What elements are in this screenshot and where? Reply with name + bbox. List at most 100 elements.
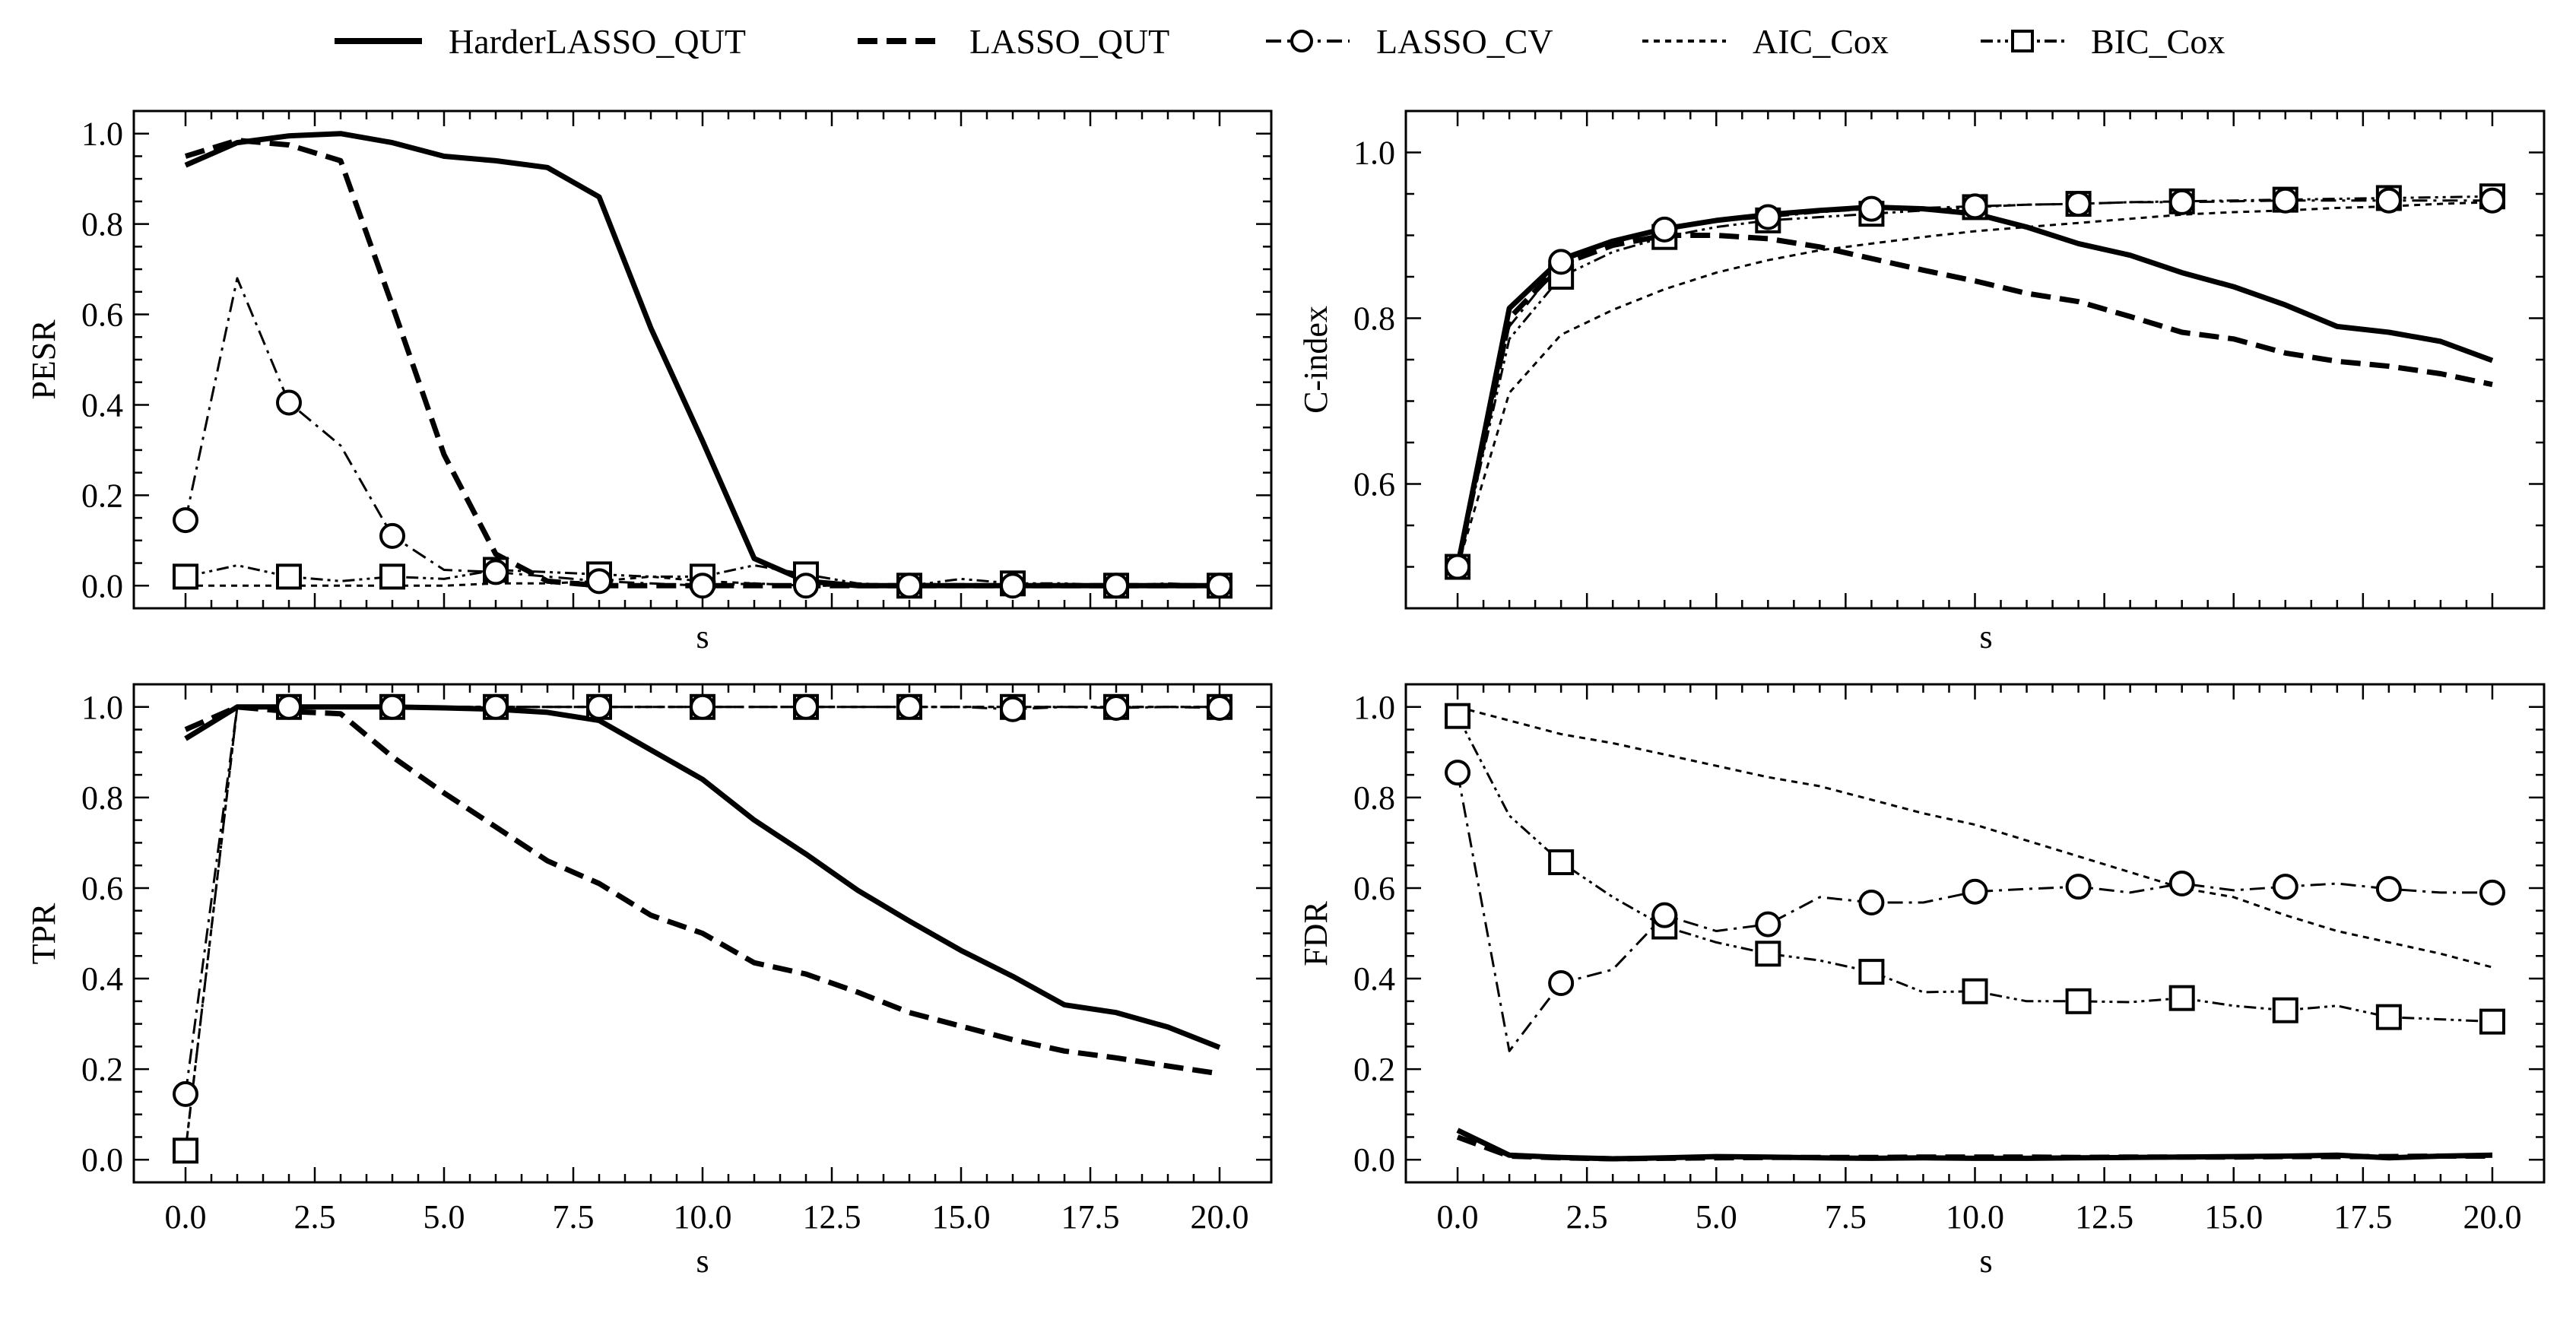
y-axis-label: PESR [25,319,62,400]
y-tick-label: 0.2 [81,1051,123,1088]
y-tick-label: 0.4 [81,386,123,424]
data-point-lasso-cv [379,522,405,549]
data-point-lasso-cv [2065,191,2092,217]
data-point-lasso-cv [2375,876,2402,903]
x-tick-label: 10.0 [674,1198,732,1236]
data-point-lasso-cv [1858,890,1885,916]
y-tick-label: 0.2 [1353,1051,1395,1088]
legend-label-aic-cox: AIC_Cox [1753,22,1889,61]
data-point-lasso-cv [793,573,819,599]
data-point-bic-cox [1445,703,1471,729]
x-tick-label: 5.0 [1696,1198,1737,1236]
panel-tpr: TPR s 0.0 2.5 5.0 7.5 10.0 12.5 15.0 17.5 20.0 0.… [25,683,1273,1280]
y-tick-label: 0.6 [1353,466,1395,503]
y-tick-label: 0.6 [1353,870,1395,907]
data-point-lasso-cv [276,389,302,416]
series-line-lasso-cv [1456,772,2492,1052]
data-point-lasso-cv [1000,696,1026,722]
data-point-lasso-cv [1962,878,1988,905]
data-point-lasso-cv [2168,189,2195,215]
series-group [173,693,1232,1164]
legend-label-bic-cox: BIC_Cox [2091,22,2225,61]
data-point-lasso-cv [896,693,922,720]
data-point-bic-cox [2168,985,2195,1011]
x-tick-label: 0.0 [165,1198,207,1236]
data-point-lasso-cv [2272,187,2298,214]
series-line-bic-cox [1456,715,2493,1023]
data-point-bic-cox [2065,988,2092,1014]
data-point-lasso-cv [1755,204,1781,230]
data-point-lasso-cv [483,693,509,720]
legend-label-lasso-cv: LASSO_CV [1376,22,1553,61]
data-point-lasso-cv [379,693,405,720]
y-tick-label: 0.0 [81,567,123,604]
series-line-aic-cox [1456,201,2493,567]
x-tick-label: 15.0 [2204,1198,2263,1236]
panel-fdr: FDR s 0.0 2.5 5.0 7.5 10.0 12.5 15.0 17.5 20.0 0.… [1297,683,2546,1280]
y-tick-label: 1.0 [81,689,123,726]
data-point-lasso-cv [1445,760,1471,786]
data-point-lasso-cv [1548,970,1575,996]
legend-marker-circle [1290,30,1313,52]
x-tick-label: 20.0 [2463,1198,2521,1236]
data-point-bic-cox [2272,997,2298,1023]
y-axis-label: TPR [25,903,62,964]
data-point-lasso-cv [1962,193,1988,220]
data-point-lasso-cv [1207,573,1232,599]
data-point-lasso-cv [1548,249,1575,275]
y-tick-label: 0.8 [1353,779,1395,817]
data-point-lasso-cv [1755,911,1781,938]
legend-marker-square [2011,30,2034,52]
data-point-lasso-cv [2375,187,2402,214]
series-line-lasso-qut [1455,233,2493,568]
data-point-bic-cox [1755,941,1781,967]
legend-label-lasso-qut: LASSO_QUT [969,22,1169,61]
data-point-lasso-cv [793,693,819,720]
x-tick-label: 15.0 [932,1198,991,1236]
panel-pesr: PESR s 0.0 0.2 0.4 0.6 0.8 1.0 [25,109,1273,655]
y-tick-label: 0.8 [81,779,123,817]
y-tick-label: 0.0 [1353,1141,1395,1179]
data-point-lasso-cv [2479,879,2505,906]
data-point-bic-cox [173,1137,198,1164]
x-tick-label: 7.5 [1825,1198,1867,1236]
data-point-bic-cox [1858,959,1885,985]
panel-c-index: C-index s 0.6 0.8 1.0 [1297,109,2546,655]
data-point-lasso-cv [2168,871,2195,896]
legend-entry-harderlasso-qut: HarderLASSO_QUT [335,22,746,61]
x-tick-label: 12.5 [2075,1198,2133,1236]
data-point-lasso-cv [2272,874,2298,900]
data-point-lasso-cv [2479,187,2505,214]
y-tick-label: 0.8 [1353,300,1395,338]
data-point-bic-cox [173,563,198,590]
data-point-lasso-cv [1103,694,1129,721]
x-axis-label: s [696,1242,709,1280]
series-line-harderlasso-qut [1456,1128,2493,1162]
y-tick-label: 0.4 [1353,960,1395,998]
legend-entry-aic-cox: AIC_Cox [1642,22,1889,61]
series-line-aic-cox [1457,706,2493,969]
y-tick-label: 0.6 [81,297,123,334]
y-tick-label: 0.8 [81,206,123,243]
data-point-lasso-cv [1445,554,1471,580]
data-point-lasso-cv [896,573,922,599]
x-tick-label: 7.5 [553,1198,595,1236]
data-point-lasso-cv [173,507,198,534]
data-point-lasso-cv [690,573,715,599]
series-group [1445,183,2505,580]
data-point-lasso-cv [276,693,302,720]
series-line-harderlasso-qut [184,704,1221,1050]
legend-entry-lasso-qut: LASSO_QUT [858,22,1169,61]
data-point-bic-cox [1548,849,1575,876]
y-tick-label: 0.4 [81,960,123,998]
x-tick-label: 17.5 [2333,1198,2392,1236]
data-point-lasso-cv [1207,694,1232,721]
data-point-lasso-cv [690,693,715,720]
x-tick-label: 2.5 [294,1198,336,1236]
series-group [173,131,1232,599]
data-point-lasso-cv [1858,195,1885,222]
x-tick-label: 5.0 [424,1198,465,1236]
legend-label-harderlasso-qut: HarderLASSO_QUT [449,22,746,61]
